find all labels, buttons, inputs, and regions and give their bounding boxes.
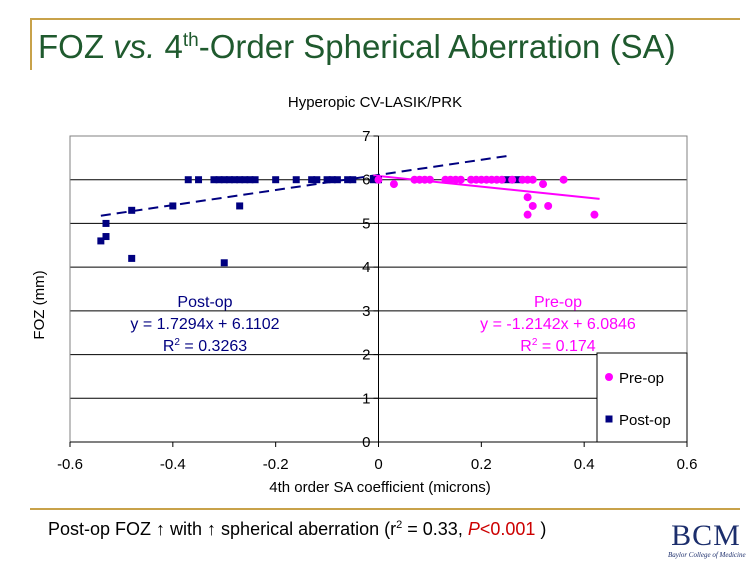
preop-point [539, 180, 548, 189]
postop-point [333, 176, 341, 184]
preop-point [544, 201, 553, 210]
p-label: P [467, 519, 480, 539]
preop-point [523, 193, 532, 202]
postop-point [349, 176, 357, 184]
y-axis-label: FOZ (mm) [31, 270, 48, 339]
y-tick-label: 7 [362, 128, 370, 145]
postop-r-squared: R2 = 0.3263 [163, 337, 247, 355]
footer-caption: Post-op FOZ ↑ with ↑ spherical aberratio… [48, 519, 547, 539]
y-tick-label: 2 [362, 347, 370, 364]
legend-box [596, 352, 688, 443]
preop-point [523, 210, 532, 219]
preop-point [590, 210, 599, 219]
postop-point [236, 176, 244, 184]
postop-point [313, 176, 321, 184]
postop-point [220, 176, 228, 184]
postop-point [272, 176, 280, 184]
preop-point [425, 175, 434, 184]
preop-point [508, 175, 517, 184]
legend-postop-marker [605, 415, 613, 423]
preop-point [528, 201, 537, 210]
up-arrow-icon: ↑ [207, 519, 217, 539]
postop-point [241, 176, 249, 184]
preop-point [559, 175, 568, 184]
postop-point [344, 176, 352, 184]
title-side-rule [30, 18, 32, 70]
up-arrow-icon: ↑ [156, 519, 166, 539]
x-tick-label: -0.4 [160, 456, 186, 473]
postop-point [503, 176, 511, 184]
p-value: <0.001 [479, 519, 536, 539]
preop-point [528, 175, 537, 184]
slide-title: FOZ vs. 4th-Order Spherical Aberration (… [38, 28, 676, 65]
y-tick-label: 4 [362, 259, 370, 276]
x-axis-label: 4th order SA coefficient (microns) [269, 479, 490, 496]
y-tick-label: 3 [362, 303, 370, 320]
chart-title: Hyperopic CV-LASIK/PRK [288, 94, 462, 111]
preop-point [456, 175, 465, 184]
postop-point [513, 176, 521, 184]
postop-point [369, 176, 377, 184]
logo-subtitle: Baylor College of Medicine [668, 551, 746, 559]
bcm-logo: BCM Baylor College of Medicine [668, 519, 746, 560]
postop-point [220, 259, 228, 267]
preop-annotation-label: Pre-op [534, 294, 582, 311]
legend-postop-label: Post-op [619, 412, 671, 429]
postop-point [210, 176, 218, 184]
postop-point [225, 176, 233, 184]
postop-point [128, 206, 136, 214]
postop-point [102, 219, 110, 227]
y-tick-label: 5 [362, 215, 370, 232]
postop-point [292, 176, 300, 184]
postop-point [97, 237, 105, 245]
title-rule [30, 18, 740, 20]
x-tick-label: 0 [374, 456, 382, 473]
postop-point [251, 176, 259, 184]
scatter-chart: Hyperopic CV-LASIK/PRK -0.6 -0.4 -0.2 0 0.2 0.… [31, 94, 698, 496]
postop-point [169, 202, 177, 210]
x-tick-label: -0.2 [263, 456, 289, 473]
preop-point [374, 175, 383, 184]
postop-point [231, 176, 239, 184]
preop-equation: y = -1.2142x + 6.0846 [480, 316, 636, 333]
postop-equation: y = 1.7294x + 6.1102 [130, 316, 279, 333]
postop-point [236, 202, 244, 210]
preop-r-squared: R2 = 0.174 [520, 337, 596, 355]
x-tick-label: 0.6 [677, 456, 698, 473]
postop-point [323, 176, 331, 184]
logo-mark: BCM [671, 519, 741, 552]
postop-trendline [100, 154, 513, 217]
x-tick-label: 0.4 [574, 456, 595, 473]
legend-preop-label: Pre-op [619, 370, 664, 387]
postop-point [195, 176, 203, 184]
y-tick-label: 0 [362, 434, 370, 451]
postop-point [246, 176, 254, 184]
preop-point [497, 175, 506, 184]
y-tick-label: 6 [362, 172, 370, 189]
x-tick-label: 0.2 [471, 456, 492, 473]
postop-point [128, 254, 136, 262]
postop-point [308, 176, 316, 184]
postop-annotation-label: Post-op [177, 294, 232, 311]
x-tick-label: -0.6 [57, 456, 83, 473]
postop-point [102, 233, 110, 241]
preop-point [389, 180, 398, 189]
footer-rule [30, 508, 740, 510]
y-tick-label: 1 [362, 390, 370, 407]
postop-point [184, 176, 192, 184]
postop-point [215, 176, 223, 184]
postop-point [328, 176, 336, 184]
legend-preop-marker [605, 373, 613, 381]
